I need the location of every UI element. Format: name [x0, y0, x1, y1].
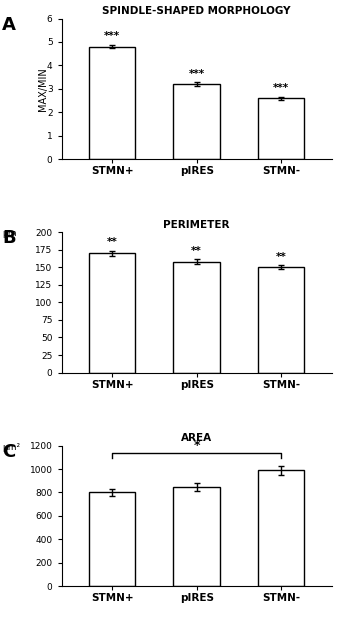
Bar — [258, 470, 304, 586]
Text: ***: *** — [188, 69, 205, 79]
Title: AREA: AREA — [181, 434, 212, 444]
Text: C: C — [2, 443, 15, 461]
Text: μm: μm — [2, 230, 17, 238]
Bar — [173, 262, 220, 373]
Bar — [258, 267, 304, 373]
Bar — [173, 487, 220, 586]
Text: **: ** — [276, 252, 287, 262]
Text: μm²: μm² — [2, 443, 20, 452]
Bar — [173, 84, 220, 159]
Text: **: ** — [191, 246, 202, 256]
Bar — [258, 98, 304, 159]
Text: ***: *** — [273, 83, 289, 93]
Title: SPINDLE-SHAPED MORPHOLOGY: SPINDLE-SHAPED MORPHOLOGY — [102, 6, 291, 16]
Text: ***: *** — [104, 31, 120, 41]
Bar — [89, 253, 135, 373]
Title: PERIMETER: PERIMETER — [163, 220, 230, 230]
Text: B: B — [2, 230, 16, 247]
Bar — [89, 492, 135, 586]
Bar — [89, 47, 135, 159]
Text: A: A — [2, 15, 16, 34]
Text: *: * — [193, 439, 200, 452]
Y-axis label: MAX/MIN: MAX/MIN — [38, 67, 48, 110]
Text: **: ** — [107, 237, 118, 247]
